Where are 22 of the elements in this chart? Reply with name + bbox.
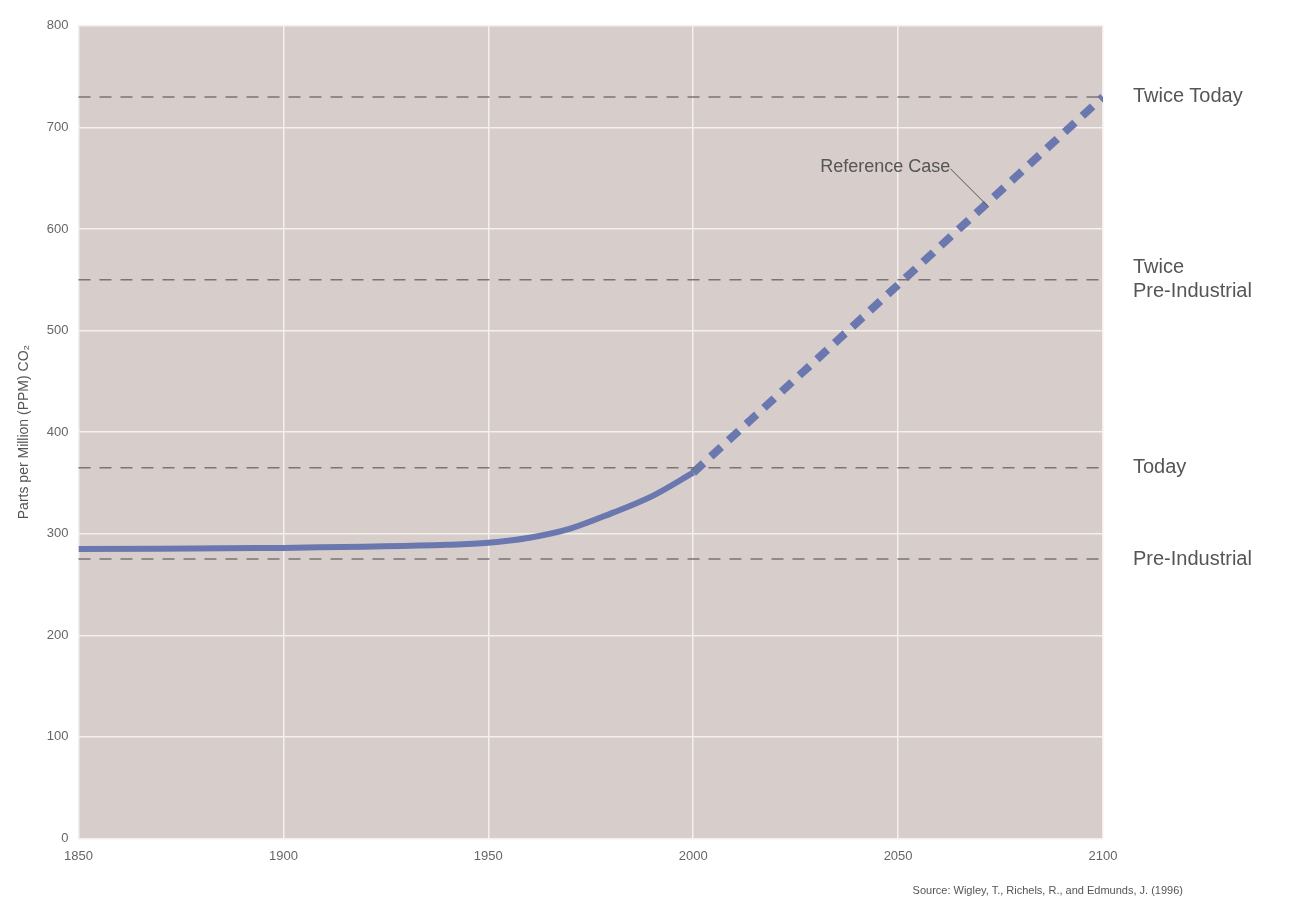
x-tick-label: 1950 [473, 847, 503, 863]
y-tick-label: 700 [46, 118, 69, 134]
source-note: Source: Wigley, T., Richels, R., and Edmunds, J. (1996) [912, 883, 1183, 896]
x-tick-label: 2050 [883, 847, 913, 863]
y-axis-title: Parts per Million (PPM) CO₂ [15, 344, 32, 520]
ref-line-label: Twice Today [1133, 84, 1243, 107]
y-tick-label: 800 [46, 17, 69, 33]
y-tick-label: 300 [46, 525, 69, 541]
y-tick-label: 200 [46, 626, 69, 642]
ref-line-label: Today [1133, 455, 1187, 478]
y-tick-label: 400 [46, 423, 69, 439]
y-tick-label: 500 [46, 322, 69, 338]
y-tick-label: 600 [46, 220, 69, 236]
x-tick-label: 1850 [64, 847, 93, 863]
annotation: Reference Case [820, 155, 951, 176]
y-tick-label: 100 [46, 728, 69, 744]
x-tick-label: 2100 [1088, 847, 1118, 863]
ref-line-label: Pre-Industrial [1133, 546, 1252, 569]
ref-line-label: Twice Pre-Industrial [1133, 255, 1252, 302]
y-tick-label: 0 [61, 829, 69, 845]
x-tick-label: 2000 [678, 847, 708, 863]
x-tick-label: 1900 [268, 847, 298, 863]
